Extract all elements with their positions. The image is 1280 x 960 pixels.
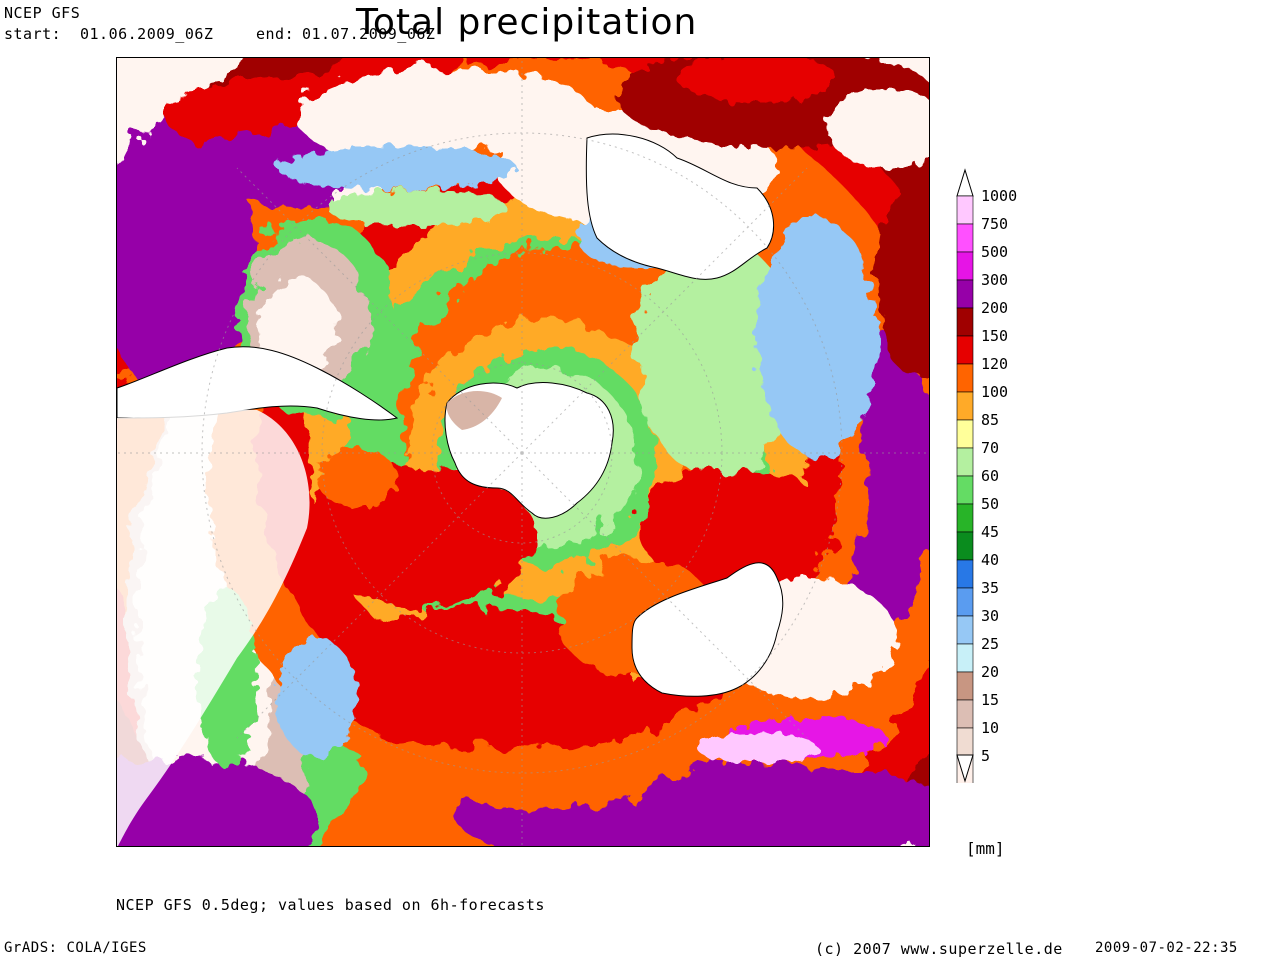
colorbar-cell (956, 251, 974, 281)
colorbar-cell (956, 363, 974, 393)
colorbar-label: 500 (981, 243, 1009, 261)
polar-stereographic-field (117, 58, 929, 846)
colorbar-cell (956, 195, 974, 225)
colorbar-cell (956, 419, 974, 449)
colorbar-label: 40 (981, 551, 1000, 569)
legend-unit: [mm] (966, 839, 1005, 858)
colorbar-label: 120 (981, 355, 1009, 373)
colorbar-label: 200 (981, 299, 1009, 317)
end-value: 01.07.2009_06Z (302, 25, 436, 43)
colorbar-label: 300 (981, 271, 1009, 289)
end-label: end: (256, 25, 295, 43)
start-label: start: (4, 25, 62, 43)
colorbar-label: 30 (981, 607, 1000, 625)
colorbar-cell (956, 615, 974, 645)
colorbar-label: 25 (981, 635, 1000, 653)
colorbar-label: 35 (981, 579, 1000, 597)
colorbar-bottom-arrow (956, 754, 974, 783)
colorbar-cell (956, 671, 974, 701)
timestamp: 2009-07-02-22:35 (1095, 940, 1238, 956)
colorbar-cell (956, 475, 974, 505)
colorbar-cell (956, 391, 974, 421)
colorbar-cell (956, 727, 974, 757)
colorbar-label: 1000 (981, 187, 1018, 205)
colorbar (956, 168, 974, 783)
colorbar-label: 15 (981, 691, 1000, 709)
colorbar-label: 10 (981, 719, 1000, 737)
colorbar-label: 70 (981, 439, 1000, 457)
grads-credit: GrADS: COLA/IGES (4, 940, 147, 956)
colorbar-cell (956, 223, 974, 253)
colorbar-cell (956, 559, 974, 589)
map-title: Total precipitation (356, 2, 698, 43)
colorbar-cell (956, 531, 974, 561)
colorbar-cell (956, 307, 974, 337)
colorbar-label: 20 (981, 663, 1000, 681)
start-value: 01.06.2009_06Z (80, 25, 214, 43)
colorbar-cell (956, 447, 974, 477)
colorbar-label: 150 (981, 327, 1009, 345)
colorbar-label: 60 (981, 467, 1000, 485)
colorbar-top-arrow (956, 168, 974, 197)
colorbar-cell (956, 335, 974, 365)
model-note: NCEP GFS 0.5deg; values based on 6h-fore… (116, 896, 545, 914)
copyright: (c) 2007 www.superzelle.de (815, 940, 1063, 958)
colorbar-cell (956, 587, 974, 617)
colorbar-label: 85 (981, 411, 1000, 429)
colorbar-label: 750 (981, 215, 1009, 233)
colorbar-cell (956, 279, 974, 309)
colorbar-label: 45 (981, 523, 1000, 541)
colorbar-cell (956, 643, 974, 673)
source-label: NCEP GFS (4, 4, 81, 22)
colorbar-cell (956, 699, 974, 729)
precipitation-map (116, 57, 930, 847)
colorbar-label: 100 (981, 383, 1009, 401)
colorbar-label: 50 (981, 495, 1000, 513)
colorbar-cell (956, 503, 974, 533)
colorbar-label: 5 (981, 747, 991, 765)
